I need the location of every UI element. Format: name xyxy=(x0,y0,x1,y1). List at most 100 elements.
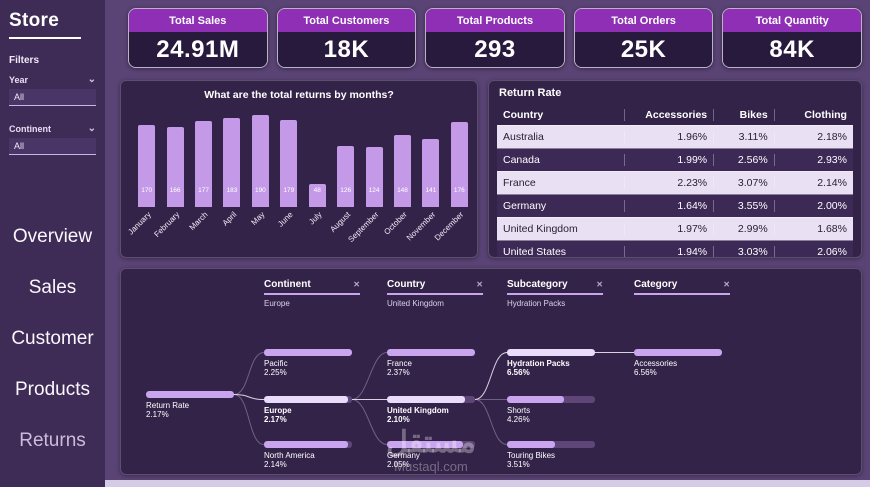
tree-node-bar-fill xyxy=(387,396,466,403)
table-cell-accessories: 1.96% xyxy=(625,131,715,143)
bar-cell: 183 April xyxy=(221,115,241,228)
tree-node-bar-fill xyxy=(264,349,352,356)
chevron-down-icon[interactable]: ⌄ xyxy=(87,74,96,85)
bar[interactable]: 126 xyxy=(337,146,355,207)
tree-node[interactable]: United Kingdom 2.10% xyxy=(387,396,497,424)
kpi-value: 18K xyxy=(277,32,416,67)
bar[interactable]: 190 xyxy=(251,115,269,207)
table-row[interactable]: Germany 1.64% 3.55% 2.00% xyxy=(497,194,853,217)
tree-node-value: 3.51% xyxy=(507,460,530,469)
tree-node[interactable]: Accessories 6.56% xyxy=(634,349,744,377)
table-row[interactable]: United Kingdom 1.97% 2.99% 1.68% xyxy=(497,217,853,240)
monthly-returns-panel: What are the total returns by months? 17… xyxy=(120,80,478,258)
close-icon[interactable]: ✕ xyxy=(596,280,603,289)
tree-node-bar xyxy=(387,349,475,356)
kpi-label: Total Products xyxy=(426,9,564,32)
table-cell-bikes: 3.11% xyxy=(714,131,775,143)
table-row[interactable]: Australia 1.96% 3.11% 2.18% xyxy=(497,125,853,148)
sidebar: Store Filters Year ⌄ All Continent ⌄ All… xyxy=(0,0,105,487)
bar[interactable]: 179 xyxy=(280,120,298,207)
close-icon[interactable]: ✕ xyxy=(723,280,730,289)
sidebar-nav-item[interactable]: Customer xyxy=(11,328,94,349)
tree-node-label: Shorts xyxy=(507,406,531,415)
table-row[interactable]: United States 1.94% 3.03% 2.06% xyxy=(497,240,853,257)
bar-value-label: 170 xyxy=(141,187,153,194)
continent-filter: Continent ⌄ All xyxy=(9,124,96,155)
return-rate-table-body: Australia 1.96% 3.11% 2.18% Canada 1.99%… xyxy=(497,125,853,257)
tree-node-label: North America xyxy=(264,451,315,460)
tree-node[interactable]: North America 2.14% xyxy=(264,441,374,469)
table-cell-accessories: 2.23% xyxy=(625,177,715,189)
tree-node-bar xyxy=(264,396,352,403)
tree-node[interactable]: Hydration Packs 6.56% xyxy=(507,349,617,377)
year-filter-label: Year xyxy=(9,75,29,85)
table-row[interactable]: France 2.23% 3.07% 2.14% xyxy=(497,171,853,194)
close-icon[interactable]: ✕ xyxy=(476,280,483,289)
table-cell-accessories: 1.64% xyxy=(625,200,715,212)
year-filter-dropdown[interactable]: All xyxy=(9,89,96,106)
sidebar-nav-item[interactable]: Returns xyxy=(19,430,86,451)
tree-node[interactable]: Shorts 4.26% xyxy=(507,396,617,424)
tree-level-selected: United Kingdom xyxy=(387,299,444,308)
sidebar-nav-item[interactable]: Overview xyxy=(12,226,93,247)
bar[interactable]: 166 xyxy=(166,127,184,207)
tree-node-bar xyxy=(634,349,722,356)
kpi-card: Total Products 293 xyxy=(425,8,565,68)
tree-node-bar-fill xyxy=(634,349,722,356)
tree-node-bar-fill xyxy=(264,441,348,448)
table-cell-country: Germany xyxy=(497,200,626,212)
chevron-down-icon[interactable]: ⌄ xyxy=(87,123,96,134)
tree-node-bar xyxy=(264,441,352,448)
tree-level-label: Continent xyxy=(264,279,311,290)
sidebar-nav-item[interactable]: Products xyxy=(15,379,90,400)
tree-node-value: 2.05% xyxy=(387,460,410,469)
table-cell-bikes: 3.03% xyxy=(714,245,775,257)
bar[interactable]: 177 xyxy=(195,121,213,207)
tree-node[interactable]: Germany 2.05% xyxy=(387,441,497,469)
bar[interactable]: 124 xyxy=(365,147,383,207)
close-icon[interactable]: ✕ xyxy=(353,280,360,289)
bar[interactable]: 48 xyxy=(308,184,326,207)
bar[interactable]: 176 xyxy=(450,122,468,207)
bar[interactable]: 183 xyxy=(223,118,241,207)
kpi-value: 84K xyxy=(723,32,861,67)
tree-node[interactable]: Europe 2.17% xyxy=(264,396,374,424)
tree-node[interactable]: Touring Bikes 3.51% xyxy=(507,441,617,469)
kpi-value: 293 xyxy=(426,32,564,67)
tree-node-label: Hydration Packs xyxy=(507,359,570,368)
continent-filter-dropdown[interactable]: All xyxy=(9,138,96,155)
tree-node-value: 2.25% xyxy=(264,368,287,377)
bar-cell: 126 August xyxy=(328,115,355,234)
bar-value-label: 183 xyxy=(226,187,238,194)
tree-node[interactable]: France 2.37% xyxy=(387,349,497,377)
bar[interactable]: 141 xyxy=(422,139,440,207)
bar-cell: 124 September xyxy=(346,115,383,244)
sidebar-nav-item[interactable]: Sales xyxy=(28,277,77,298)
bar-value-label: 190 xyxy=(254,187,266,194)
filters-label: Filters xyxy=(9,55,40,66)
tree-node-value: 2.37% xyxy=(387,368,410,377)
kpi-card: Total Orders 25K xyxy=(573,8,714,68)
tree-node-label: Pacific xyxy=(264,359,288,368)
table-cell-bikes: 3.55% xyxy=(714,200,775,212)
kpi-card: Total Sales 24.91M xyxy=(128,8,268,68)
bar-month-label: July xyxy=(307,210,324,227)
table-row[interactable]: Canada 1.99% 2.56% 2.93% xyxy=(497,148,853,171)
kpi-value: 24.91M xyxy=(129,32,267,67)
bar[interactable]: 170 xyxy=(138,125,156,207)
table-cell-bikes: 2.56% xyxy=(714,154,775,166)
tree-node-bar xyxy=(507,349,595,356)
year-filter-value: All xyxy=(14,92,25,102)
table-cell-accessories: 1.99% xyxy=(625,154,715,166)
bar-month-label: December xyxy=(433,210,466,243)
table-cell-country: Australia xyxy=(497,131,626,143)
table-cell-bikes: 3.07% xyxy=(714,177,775,189)
kpi-label: Total Quantity xyxy=(723,9,861,32)
tree-node[interactable]: Pacific 2.25% xyxy=(264,349,374,377)
bar-month-label: January xyxy=(126,210,154,237)
tree-node[interactable]: Return Rate 2.17% xyxy=(146,391,256,419)
bar[interactable]: 148 xyxy=(394,135,411,207)
tree-node-bar xyxy=(146,391,234,398)
bar-value-label: 176 xyxy=(453,187,465,194)
tree-node-label: France xyxy=(387,359,412,368)
